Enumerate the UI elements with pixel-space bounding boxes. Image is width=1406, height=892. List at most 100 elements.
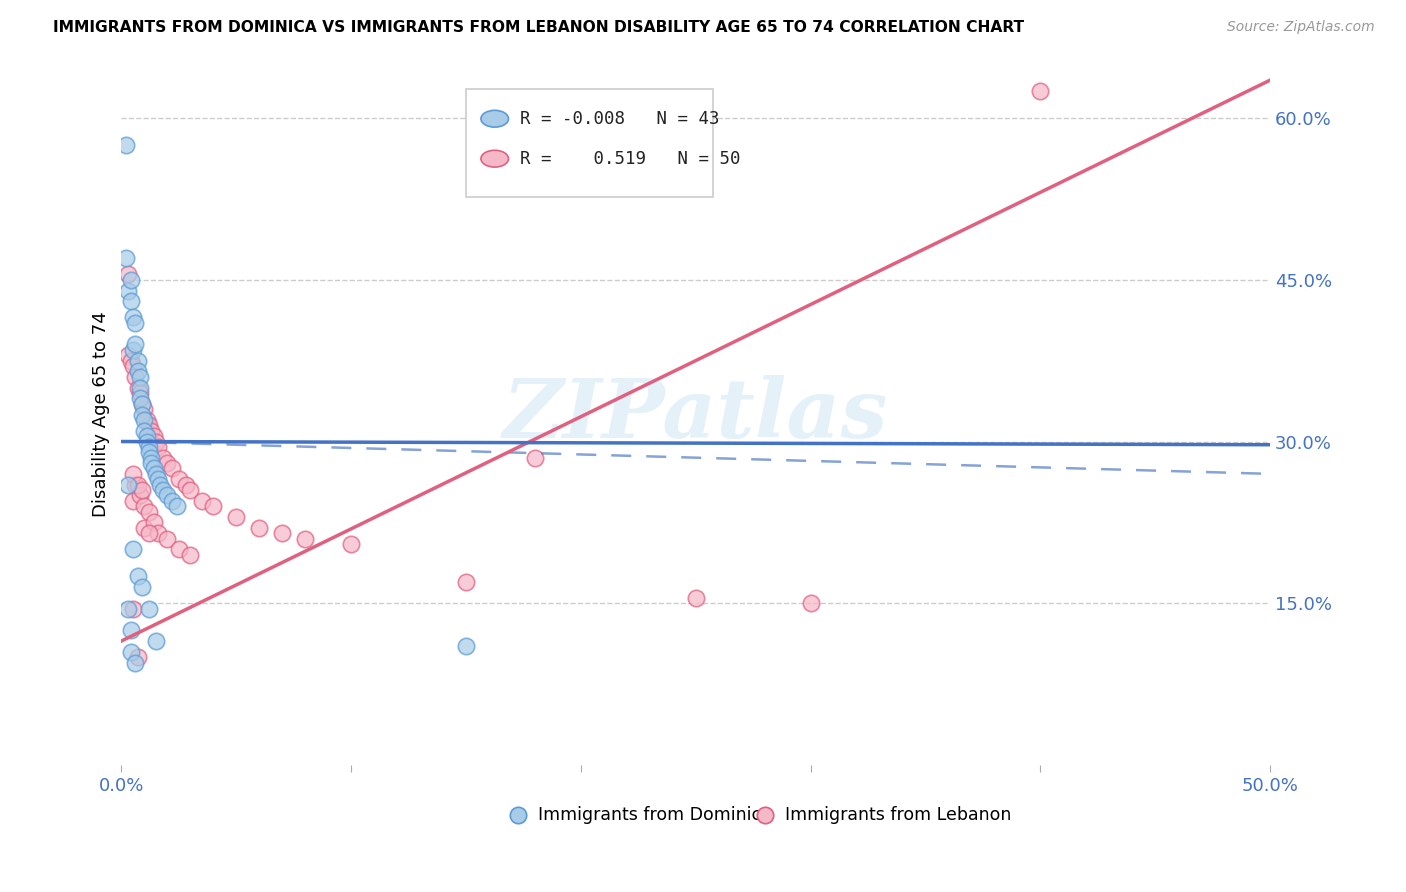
Point [903, 836, 925, 850]
Point [141, 450, 163, 465]
Point [127, 381, 149, 395]
Point [131, 397, 153, 411]
Point [134, 499, 156, 513]
Point [156, 456, 179, 470]
Point [135, 413, 157, 427]
Y-axis label: Disability Age 65 to 74: Disability Age 65 to 74 [93, 311, 110, 517]
Point [149, 477, 172, 491]
Point [115, 251, 138, 265]
Point [148, 440, 170, 454]
Point [134, 413, 156, 427]
Point [142, 461, 165, 475]
Point [191, 493, 214, 508]
Point [271, 526, 294, 541]
Point [174, 477, 197, 491]
Point [120, 645, 142, 659]
Point [122, 359, 145, 373]
Point [1029, 84, 1052, 98]
Point [124, 477, 146, 491]
Point [128, 381, 150, 395]
Point [124, 656, 146, 670]
Point [202, 499, 225, 513]
Point [138, 526, 160, 541]
Point [294, 532, 316, 546]
Point [145, 467, 167, 481]
Point [142, 429, 165, 443]
Point [122, 601, 145, 615]
Point [166, 499, 188, 513]
Point [148, 472, 170, 486]
Circle shape [481, 150, 509, 167]
Point [122, 310, 145, 325]
Point [128, 369, 150, 384]
Point [124, 369, 146, 384]
Point [124, 337, 146, 351]
Point [138, 418, 160, 433]
Point [138, 601, 160, 615]
Point [247, 521, 270, 535]
Point [131, 580, 153, 594]
FancyBboxPatch shape [465, 88, 713, 197]
Point [120, 624, 142, 638]
Point [127, 569, 149, 583]
Text: Immigrants from Lebanon: Immigrants from Lebanon [786, 806, 1012, 824]
Point [120, 273, 142, 287]
Point [115, 137, 138, 152]
Point [160, 493, 183, 508]
Point [127, 353, 149, 368]
Point [128, 392, 150, 406]
Point [117, 348, 139, 362]
Text: ZIPatlas: ZIPatlas [503, 375, 889, 455]
Point [128, 386, 150, 401]
Point [122, 493, 145, 508]
Point [152, 483, 174, 497]
Point [131, 408, 153, 422]
Point [117, 284, 139, 298]
Point [127, 477, 149, 491]
Point [167, 472, 190, 486]
Point [685, 591, 707, 605]
Point [138, 445, 160, 459]
Circle shape [481, 111, 509, 128]
Point [122, 467, 145, 481]
Text: Source: ZipAtlas.com: Source: ZipAtlas.com [1227, 20, 1375, 34]
Point [131, 483, 153, 497]
Point [1396, 836, 1406, 850]
Point [145, 634, 167, 648]
Point [152, 450, 174, 465]
Point [340, 537, 363, 551]
Point [156, 532, 179, 546]
Point [122, 542, 145, 557]
Text: Immigrants from Dominica: Immigrants from Dominica [538, 806, 772, 824]
Point [454, 574, 477, 589]
Point [225, 510, 247, 524]
Point [148, 526, 170, 541]
Point [523, 450, 546, 465]
Point [124, 316, 146, 330]
Point [128, 488, 150, 502]
Point [454, 640, 477, 654]
Point [145, 434, 167, 449]
Point [117, 477, 139, 491]
Point [134, 521, 156, 535]
Text: IMMIGRANTS FROM DOMINICA VS IMMIGRANTS FROM LEBANON DISABILITY AGE 65 TO 74 CORR: IMMIGRANTS FROM DOMINICA VS IMMIGRANTS F… [53, 20, 1025, 35]
Point [156, 488, 179, 502]
Point [799, 596, 821, 610]
Text: R = -0.008   N = 43: R = -0.008 N = 43 [520, 110, 720, 128]
Point [141, 456, 163, 470]
Point [117, 268, 139, 282]
Point [142, 516, 165, 530]
Point [127, 650, 149, 665]
Point [131, 397, 153, 411]
Point [127, 364, 149, 378]
Text: R =    0.519   N = 50: R = 0.519 N = 50 [520, 150, 741, 168]
Point [135, 434, 157, 449]
Point [117, 601, 139, 615]
Point [179, 483, 201, 497]
Point [122, 343, 145, 357]
Point [120, 353, 142, 368]
Point [141, 424, 163, 438]
Point [120, 294, 142, 309]
Point [138, 440, 160, 454]
Point [134, 424, 156, 438]
